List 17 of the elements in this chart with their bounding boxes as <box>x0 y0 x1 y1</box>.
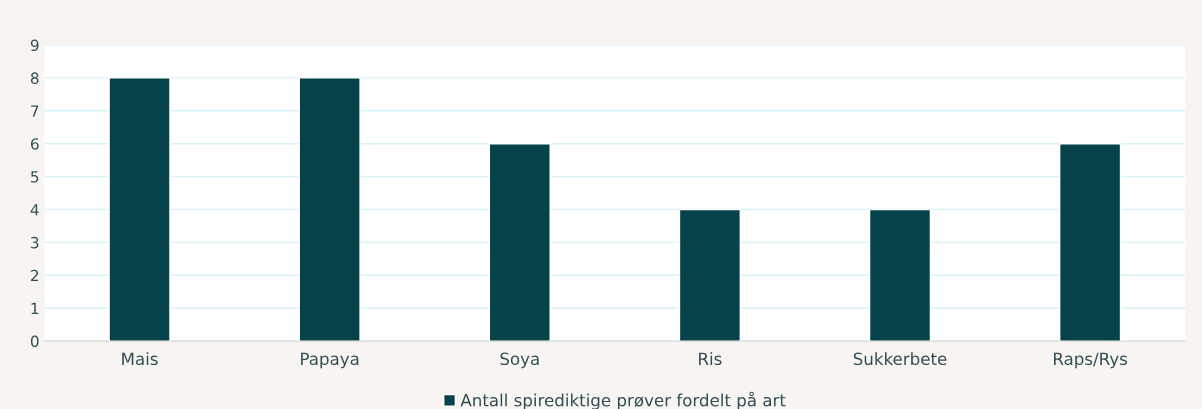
y-tick-label: 4 <box>30 204 39 216</box>
x-tick-label: Papaya <box>301 352 359 369</box>
y-tick-label: 6 <box>30 138 39 150</box>
y-tick-label: 5 <box>31 171 39 183</box>
y-tick-label: 1 <box>31 302 39 315</box>
x-tick-label: Soya <box>500 352 539 369</box>
x-tick-label: Ris <box>699 352 722 366</box>
y-tick-label: 0 <box>30 335 39 348</box>
y-tick-label: 9 <box>30 39 39 52</box>
y-tick-label: 7 <box>31 105 39 117</box>
x-tick-label: Sukkerbete <box>853 352 947 366</box>
x-tick-label: Raps/Rys <box>1054 352 1128 369</box>
y-tick-label: 2 <box>31 269 39 282</box>
legend-label: Antall spirediktige prøver fordelt på art <box>460 391 786 409</box>
y-tick-label: 8 <box>30 72 39 84</box>
x-tick-label: Mais <box>122 352 158 366</box>
y-tick-label: 3 <box>31 236 39 249</box>
